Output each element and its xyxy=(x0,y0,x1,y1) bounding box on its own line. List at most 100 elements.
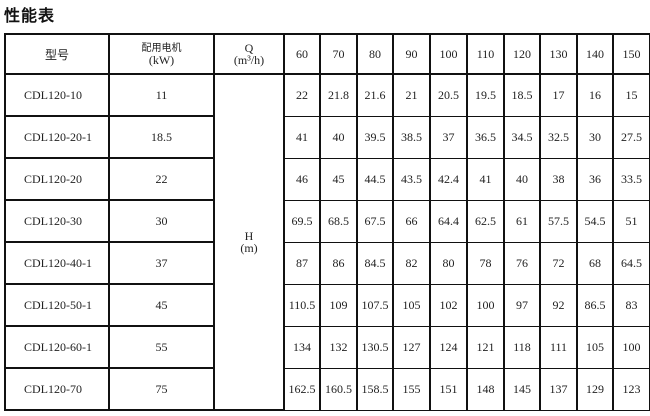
head-value-cell: 54.5 xyxy=(576,199,614,243)
head-value-cell: 21 xyxy=(392,73,431,117)
table-row: CDL120-70 75 162.5 160.5 158.5 155 151 148 145 13… xyxy=(4,367,650,411)
head-value-cell: 38 xyxy=(539,157,578,201)
motor-header: 配用电机 (kW) xyxy=(108,33,215,75)
head-value-cell: 109 xyxy=(319,283,358,327)
model-cell: CDL120-50-1 xyxy=(4,283,110,327)
head-value-cell: 40 xyxy=(319,115,358,159)
head-value-cell: 97 xyxy=(503,283,541,327)
page-title: 性能表 xyxy=(4,6,56,25)
head-label-cell: H (m) xyxy=(213,73,285,411)
table-row: CDL120-20-1 18.5 41 40 39.5 38.5 37 36.5 34.5 32.… xyxy=(4,115,650,159)
model-cell: CDL120-20 xyxy=(4,157,110,201)
head-value-cell: 130.5 xyxy=(356,325,394,369)
head-value-cell: 22 xyxy=(283,73,321,117)
motor-unit: (kW) xyxy=(148,52,175,67)
head-value-cell: 127 xyxy=(392,325,431,369)
head-value-cell: 61 xyxy=(503,199,541,243)
head-value-cell: 72 xyxy=(539,241,578,285)
head-value-cell: 46 xyxy=(283,157,321,201)
head-value-cell: 80 xyxy=(429,241,468,285)
head-value-cell: 84.5 xyxy=(356,241,394,285)
head-value-cell: 43.5 xyxy=(392,157,431,201)
model-cell: CDL120-30 xyxy=(4,199,110,243)
head-value-cell: 67.5 xyxy=(356,199,394,243)
table-row: CDL120-50-1 45 110.5 109 107.5 105 102 100 97 92 8… xyxy=(4,283,650,327)
head-value-cell: 102 xyxy=(429,283,468,327)
performance-table: 型号 配用电机 (kW) Q (m³/h) 60 70 80 90 100 110 120 1… xyxy=(4,33,650,411)
head-value-cell: 76 xyxy=(503,241,541,285)
head-value-cell: 69.5 xyxy=(283,199,321,243)
head-value-cell: 32.5 xyxy=(539,115,578,159)
head-value-cell: 145 xyxy=(503,367,541,411)
flow-header: 80 xyxy=(356,33,394,75)
model-header: 型号 xyxy=(4,33,110,75)
head-value-cell: 36 xyxy=(576,157,614,201)
head-value-cell: 100 xyxy=(612,325,650,369)
head-value-cell: 45 xyxy=(319,157,358,201)
head-value-cell: 134 xyxy=(283,325,321,369)
head-value-cell: 151 xyxy=(429,367,468,411)
flow-header: 130 xyxy=(539,33,578,75)
head-value-cell: 19.5 xyxy=(466,73,505,117)
head-value-cell: 57.5 xyxy=(539,199,578,243)
head-value-cell: 20.5 xyxy=(429,73,468,117)
model-cell: CDL120-20-1 xyxy=(4,115,110,159)
head-value-cell: 66 xyxy=(392,199,431,243)
flow-header: 70 xyxy=(319,33,358,75)
head-value-cell: 41 xyxy=(283,115,321,159)
table-row: CDL120-10 11 H (m) 22 21.8 21.6 21 20.5 19.5 18.5 1… xyxy=(4,73,650,411)
table-row: CDL120-40-1 37 87 86 84.5 82 80 78 76 72 68 64.5 xyxy=(4,241,650,285)
head-value-cell: 18.5 xyxy=(503,73,541,117)
head-value-cell: 33.5 xyxy=(612,157,650,201)
head-value-cell: 107.5 xyxy=(356,283,394,327)
head-value-cell: 64.5 xyxy=(612,241,650,285)
head-value-cell: 44.5 xyxy=(356,157,394,201)
flow-header: 100 xyxy=(429,33,468,75)
h-unit: (m) xyxy=(240,241,258,255)
h-label: H xyxy=(244,229,254,243)
q-label: Q xyxy=(244,41,254,55)
motor-kw-cell: 55 xyxy=(108,325,215,369)
head-value-cell: 37 xyxy=(429,115,468,159)
head-value-cell: 83 xyxy=(612,283,650,327)
motor-label: 配用电机 xyxy=(141,42,182,54)
head-value-cell: 110.5 xyxy=(283,283,321,327)
head-value-cell: 123 xyxy=(612,367,650,411)
motor-kw-cell: 37 xyxy=(108,241,215,285)
head-value-cell: 137 xyxy=(539,367,578,411)
flow-header: 140 xyxy=(576,33,614,75)
head-value-cell: 111 xyxy=(539,325,578,369)
model-cell: CDL120-10 xyxy=(4,73,110,117)
flow-header: 150 xyxy=(612,33,650,75)
q-unit: (m³/h) xyxy=(233,53,265,67)
head-value-cell: 148 xyxy=(466,367,505,411)
motor-kw-cell: 22 xyxy=(108,157,215,201)
motor-kw-cell: 11 xyxy=(108,73,215,117)
model-cell: CDL120-40-1 xyxy=(4,241,110,285)
head-value-cell: 16 xyxy=(576,73,614,117)
head-value-cell: 86.5 xyxy=(576,283,614,327)
head-value-cell: 121 xyxy=(466,325,505,369)
motor-kw-cell: 45 xyxy=(108,283,215,327)
motor-kw-cell: 18.5 xyxy=(108,115,215,159)
head-value-cell: 105 xyxy=(576,325,614,369)
head-value-cell: 42.4 xyxy=(429,157,468,201)
head-value-cell: 64.4 xyxy=(429,199,468,243)
flow-header: 60 xyxy=(283,33,321,75)
head-value-cell: 124 xyxy=(429,325,468,369)
head-value-cell: 51 xyxy=(612,199,650,243)
head-value-cell: 38.5 xyxy=(392,115,431,159)
head-value-cell: 129 xyxy=(576,367,614,411)
head-value-cell: 36.5 xyxy=(466,115,505,159)
head-value-cell: 105 xyxy=(392,283,431,327)
motor-kw-cell: 75 xyxy=(108,367,215,411)
head-value-cell: 34.5 xyxy=(503,115,541,159)
header-row: 型号 配用电机 (kW) Q (m³/h) 60 70 80 90 100 110 120 1… xyxy=(4,33,650,75)
flow-header: 110 xyxy=(466,33,505,75)
head-value-cell: 62.5 xyxy=(466,199,505,243)
table-row: CDL120-60-1 55 134 132 130.5 127 124 121 118 111 1… xyxy=(4,325,650,369)
head-value-cell: 40 xyxy=(503,157,541,201)
model-cell: CDL120-70 xyxy=(4,367,110,411)
head-value-cell: 68.5 xyxy=(319,199,358,243)
head-value-cell: 158.5 xyxy=(356,367,394,411)
